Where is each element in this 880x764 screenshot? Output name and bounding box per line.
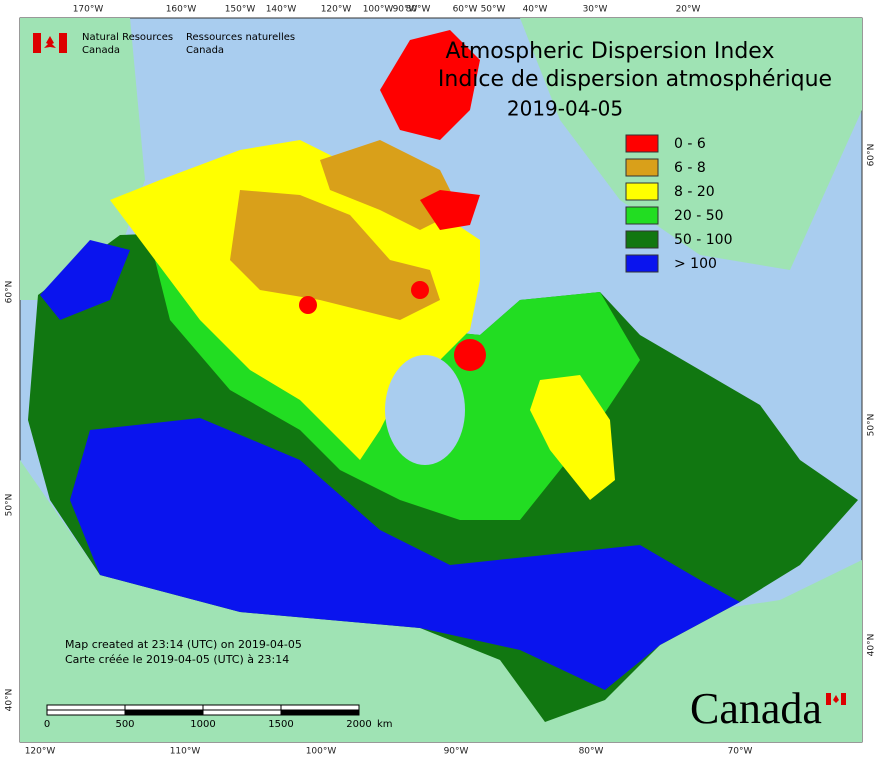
scale-segment [280, 709, 360, 716]
longitude-label: 60°W [453, 5, 478, 15]
longitude-label: 120°W [25, 747, 56, 757]
longitude-label: 110°W [170, 747, 201, 757]
scale-segment [124, 704, 204, 711]
legend-label: 0 - 6 [674, 136, 706, 152]
scale-segment [202, 704, 282, 711]
latitude-label: 60°N [5, 281, 15, 304]
ellesmere-0-6 [380, 30, 480, 140]
longitude-label: 150°W [225, 5, 256, 15]
agency-en: Natural Resources [82, 32, 173, 43]
agency-en: Canada [82, 45, 120, 56]
longitude-label: 30°W [583, 5, 608, 15]
greenland [520, 18, 862, 270]
land-8-20 [110, 140, 480, 460]
longitude-label: 80°W [406, 5, 431, 15]
legend-swatch [625, 182, 659, 201]
longitude-label: 90°W [444, 747, 469, 757]
longitude-label: 40°W [523, 5, 548, 15]
wordmark: Canada [690, 684, 822, 733]
land-8-20-quebec [530, 375, 615, 500]
longitude-label: 50°W [481, 5, 506, 15]
land-over-100-south [70, 418, 740, 690]
spot-0-6 [299, 296, 317, 314]
legend-swatch [625, 254, 659, 273]
scale-segment [280, 704, 360, 711]
land-over-100-yukon [40, 240, 130, 320]
scale-label: 500 [115, 719, 134, 730]
legend-label: 50 - 100 [674, 232, 733, 248]
scale-label: 2000 [346, 719, 371, 730]
agency-fr: Ressources naturelles [186, 32, 295, 43]
legend: 0 - 6 6 - 8 8 - 20 20 - 50 50 - 100 > 100 [625, 134, 733, 273]
scale-label: 1500 [268, 719, 293, 730]
longitude-label: 90°W [393, 5, 418, 15]
land-6-8 [230, 190, 440, 320]
longitude-label: 100°W [363, 5, 394, 15]
latitude-label: 40°N [867, 634, 877, 657]
flag-leaf [833, 695, 839, 703]
legend-swatch [625, 134, 659, 153]
spot-0-6 [454, 339, 486, 371]
agency-fr: Canada [186, 45, 224, 56]
baffin-0-6 [420, 190, 480, 230]
longitude-label: 100°W [306, 747, 337, 757]
scale-label: 1000 [190, 719, 215, 730]
latitude-label: 50°N [867, 414, 877, 437]
scale-segment [124, 709, 204, 716]
flag-bar [826, 693, 831, 705]
legend-swatch [625, 206, 659, 225]
wordmark-flag [826, 693, 846, 705]
legend-swatch [625, 158, 659, 177]
graticule: 170°W 160°W 150°W 140°W 120°W 100°W 90°W80°W 60… [5, 5, 877, 757]
scale-bar: 0 500 1000 1500 2000 km [44, 704, 393, 730]
spot-0-6 [411, 281, 429, 299]
footer: Carte créée le 2019-04-05 (UTC) à 23:14 [65, 653, 289, 666]
flag-bar [33, 33, 41, 53]
map-area [19, 17, 863, 743]
legend-label: 8 - 20 [674, 184, 715, 200]
title: Indice de dispersion atmosphérique [438, 67, 832, 92]
flag-bar [59, 33, 67, 53]
scale-unit: km [377, 719, 393, 730]
scale-segment [202, 709, 282, 716]
scale-segment [46, 704, 126, 711]
latitude-label: 50°N [5, 494, 15, 517]
legend-label: > 100 [674, 256, 717, 272]
scale-label: 0 [44, 719, 50, 730]
longitude-label: 80°W [579, 747, 604, 757]
longitude-label: 160°W [166, 5, 197, 15]
longitude-label: 140°W [266, 5, 297, 15]
header-logo: Natural Resources Canada Ressources natu… [33, 32, 295, 56]
longitude-label: 120°W [321, 5, 352, 15]
legend-label: 20 - 50 [674, 208, 724, 224]
flag-bar [841, 693, 846, 705]
date: 2019-04-05 [507, 97, 623, 121]
longitude-label: 170°W [73, 5, 104, 15]
title: Atmospheric Dispersion Index [446, 39, 775, 64]
legend-swatch [625, 230, 659, 249]
alaska [20, 18, 145, 300]
scale-segment [46, 709, 126, 716]
hudson-bay [385, 355, 465, 465]
footer: Map created at 23:14 (UTC) on 2019-04-05 [65, 638, 302, 651]
latitude-label: 40°N [5, 689, 15, 712]
united-states [20, 460, 862, 742]
legend-label: 6 - 8 [674, 160, 706, 176]
latitude-label: 60°N [867, 144, 877, 167]
longitude-label: 20°W [676, 5, 701, 15]
flag-leaf [44, 36, 56, 52]
longitude-label: 70°W [728, 747, 753, 757]
